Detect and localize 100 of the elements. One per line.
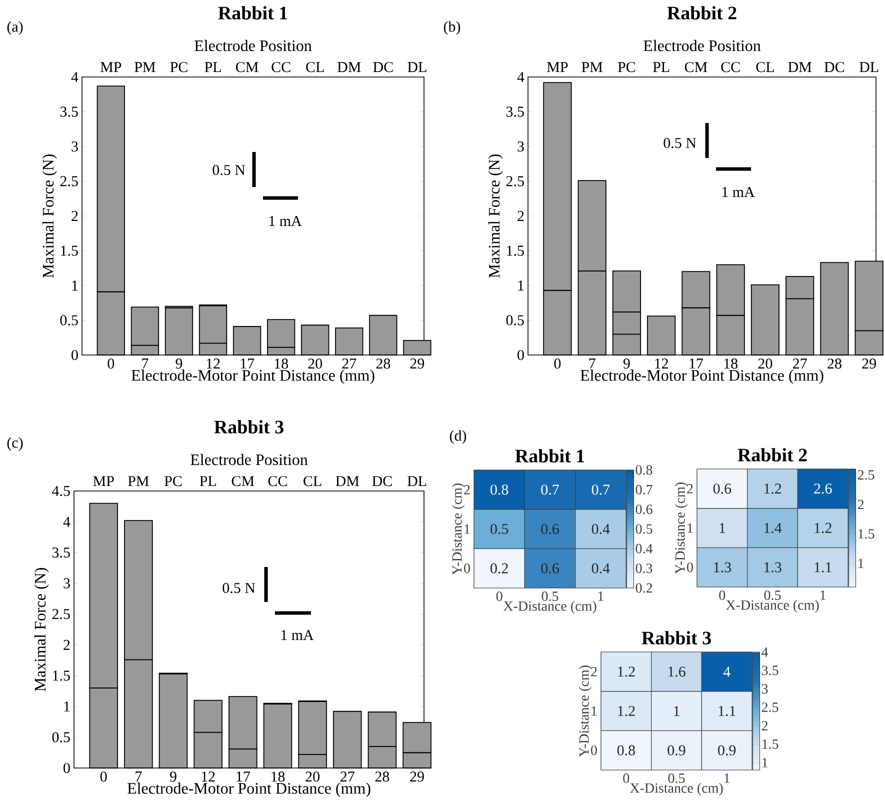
x-tick-label: 27	[792, 358, 807, 368]
text: DM	[336, 476, 360, 486]
color-bar-label: 0.6	[636, 504, 652, 514]
chart-title: Rabbit 2	[738, 448, 807, 462]
y-tick-label: 3.5	[60, 106, 78, 117]
x-tick-label: 0	[100, 772, 107, 782]
x-tick-label: 17	[690, 358, 704, 368]
text: DM	[337, 62, 361, 72]
color-bar-label: 0.5	[636, 524, 652, 534]
annotation: 1 mA	[722, 187, 755, 197]
y-tick-label: 2	[72, 211, 78, 221]
x-axis-title: Electrode-Motor Point Distance (mm)	[127, 782, 370, 798]
x-tick-label: 0.5	[668, 774, 685, 784]
data-label: 1.2	[618, 666, 635, 677]
y-tick-label: 0	[687, 562, 693, 572]
y-tick-label: 0	[72, 350, 78, 360]
y-axis-title: Y-Distance (cm)	[452, 484, 465, 575]
y-tick-label: 2.5	[506, 176, 524, 186]
annotation: 0.5 N	[664, 138, 696, 148]
y-axis-title: Maximal Force (N)	[42, 154, 57, 278]
data-label: 0.2	[490, 563, 508, 574]
y-tick-label: 3	[72, 141, 78, 152]
y-tick-label: 1	[64, 702, 70, 712]
y-tick-label: 0.5	[506, 315, 524, 326]
x-tick-label: 29	[862, 358, 876, 369]
y-tick-label: 1	[464, 524, 470, 534]
text: CM	[232, 476, 254, 486]
y-tick-label: 1	[592, 706, 597, 716]
data-label: 0.4	[592, 563, 610, 574]
text: PM	[582, 62, 602, 72]
data-label: 1	[674, 706, 680, 716]
x-tick-label: 0.5	[542, 592, 558, 602]
x-tick-label: 7	[589, 358, 596, 368]
text: CC	[268, 476, 287, 486]
x-tick-label: 17	[236, 772, 250, 782]
x-tick-label: 9	[623, 358, 630, 369]
text: DC	[373, 62, 393, 72]
x-tick-label: 12	[206, 358, 220, 368]
x2-axis-title: Electrode Position	[194, 40, 312, 52]
x-tick-label: 9	[170, 772, 176, 782]
y-tick-label: 1	[688, 523, 693, 533]
x-tick-label: 28	[375, 772, 390, 782]
y-tick-label: 3	[518, 141, 524, 152]
x-tick-label: 1	[820, 590, 826, 600]
x-tick-label: 27	[340, 772, 354, 782]
x-tick-label: 0	[108, 358, 114, 369]
y-tick-label: 1.5	[507, 246, 524, 256]
x-tick-label: 0	[623, 774, 630, 783]
text: CL	[304, 476, 322, 486]
text: CM	[236, 62, 258, 72]
y-tick-label: 3.5	[506, 106, 524, 117]
x-tick-label: 28	[376, 358, 390, 369]
text: PC	[164, 476, 182, 486]
x-tick-label: 29	[410, 772, 424, 782]
text: CC	[721, 62, 740, 72]
color-bar-label: 0.7	[636, 484, 652, 494]
text: (c)	[7, 437, 23, 451]
color-bar-label: 3	[762, 684, 768, 694]
data-label: 2.6	[814, 484, 832, 494]
data-label: 1.2	[764, 484, 782, 494]
x2-axis-title: Electrode Position	[644, 40, 761, 52]
x-tick-label: 7	[136, 772, 142, 782]
text: (b)	[444, 21, 460, 35]
y-tick-label: 2.5	[52, 609, 70, 620]
text: PM	[128, 476, 149, 486]
color-bar-label: 1	[858, 558, 864, 568]
text: PL	[653, 62, 670, 72]
y-tick-label: 0	[591, 746, 597, 756]
data-label: 1.3	[714, 562, 731, 572]
y-tick-label: 4	[63, 516, 70, 527]
text: (a)	[7, 21, 23, 35]
data-label: 0.6	[541, 563, 559, 574]
data-label: 1.3	[764, 562, 782, 572]
x-tick-label: 9	[176, 358, 182, 369]
x-tick-label: 29	[410, 358, 424, 369]
annotation: 1 mA	[269, 216, 302, 226]
annotation: 0.5 N	[222, 582, 256, 594]
text: PC	[170, 62, 188, 72]
text: PC	[618, 62, 636, 72]
x-tick-label: 18	[272, 772, 285, 782]
y-axis-title: Y-Distance (cm)	[674, 482, 688, 574]
text: CL	[756, 62, 774, 72]
y-tick-label: 2	[64, 640, 70, 650]
x-tick-label: 7	[142, 358, 148, 368]
y-tick-label: 2	[518, 211, 524, 221]
data-label: 1.2	[618, 706, 635, 716]
x-tick-label: 20	[306, 772, 320, 782]
x-axis-title: Electrode-Motor Point Distance (mm)	[580, 370, 824, 384]
x-tick-label: 18	[724, 358, 738, 369]
y-tick-label: 0.5	[60, 315, 78, 326]
y-tick-label: 3	[64, 578, 70, 588]
color-bar-label: 3.5	[762, 666, 778, 676]
color-bar-label: 4	[762, 647, 768, 657]
data-label: 1	[720, 523, 726, 533]
y-tick-label: 0.5	[52, 732, 70, 742]
x-tick-label: 28	[828, 358, 842, 369]
x-tick-label: 12	[655, 358, 668, 368]
data-label: 4	[723, 666, 730, 677]
annotation: 0.5 N	[212, 164, 246, 176]
y-tick-label: 0	[518, 350, 524, 360]
